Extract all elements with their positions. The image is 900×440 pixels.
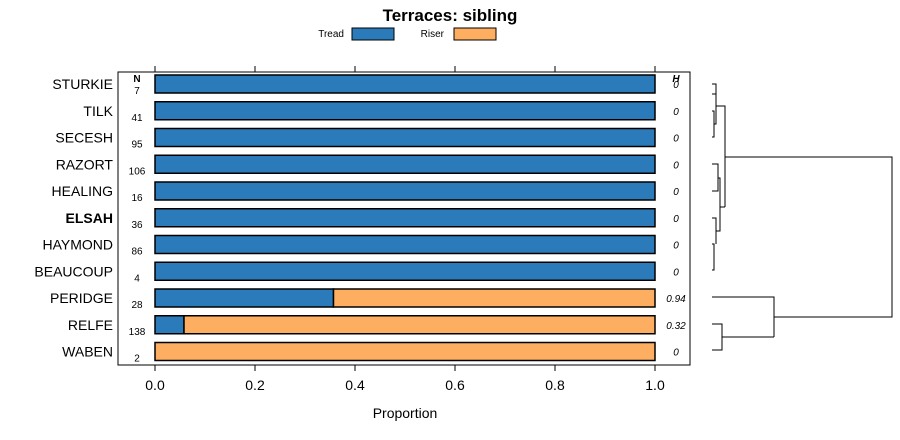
h-value: 0.32	[666, 321, 686, 332]
h-value: 0	[673, 80, 679, 91]
n-column-header: N	[133, 74, 140, 85]
x-tick-label: 1.0	[645, 377, 665, 393]
category-label: STURKIE	[52, 76, 113, 92]
x-tick-label: 0.2	[245, 377, 265, 393]
h-value: 0	[673, 187, 679, 198]
n-value: 95	[131, 140, 143, 151]
dendrogram-branch	[712, 110, 715, 138]
category-label: HAYMOND	[42, 237, 113, 253]
n-value: 86	[131, 247, 143, 258]
bar-segment-tread	[154, 101, 656, 121]
legend-label: Riser	[421, 29, 445, 40]
bar-row: RAZORT 106 0	[56, 154, 679, 177]
category-label: WABEN	[62, 344, 113, 360]
dendrogram-branch	[714, 89, 717, 125]
bar-segment-tread	[154, 234, 656, 255]
dendrogram-branch	[712, 83, 717, 89]
n-value: 7	[134, 86, 140, 97]
top-axis-ticks	[154, 66, 656, 72]
category-label: ELSAH	[66, 210, 113, 226]
x-axis-label: Proportion	[373, 405, 438, 421]
category-label: RELFE	[68, 317, 113, 333]
chart-title: Terraces: sibling	[383, 6, 518, 25]
h-value: 0	[673, 267, 679, 278]
h-value: 0.94	[666, 294, 686, 305]
bar-segment-tread	[154, 154, 656, 174]
bar-segment-tread	[154, 261, 656, 281]
category-label: PERIDGE	[50, 290, 113, 306]
n-value: 41	[131, 113, 143, 124]
dendrogram-branch	[716, 105, 726, 207]
n-value: 28	[131, 300, 143, 311]
n-value: 16	[131, 193, 143, 204]
plot-panel	[117, 71, 691, 366]
h-column-header: H	[672, 74, 680, 85]
x-tick-label: 0.8	[545, 377, 565, 393]
category-label: HEALING	[52, 183, 113, 199]
dendrogram-branch	[725, 156, 893, 318]
dendrogram-branch	[712, 163, 719, 192]
n-value: 4	[134, 273, 140, 284]
legend-swatch	[351, 27, 395, 41]
bar-row: TILK 41 0	[83, 101, 679, 124]
bar-segment-riser	[154, 341, 656, 362]
bar-segment-riser	[183, 315, 656, 335]
dendrogram-branch	[712, 296, 775, 337]
dendrogram-branch	[712, 323, 723, 351]
h-value: 0	[673, 348, 679, 359]
category-label: RAZORT	[56, 156, 114, 172]
dendrogram-branch	[712, 217, 717, 244]
bar-row: HEALING 16 0	[52, 181, 679, 204]
h-value: 0	[673, 160, 679, 171]
bar-segment-tread	[154, 208, 656, 228]
bar-row: PERIDGE 28 0.94	[50, 288, 686, 311]
bar-segment-riser	[332, 288, 656, 308]
category-label: SECESH	[55, 130, 113, 146]
h-value: 0	[673, 214, 679, 225]
bar-segment-tread	[154, 127, 656, 148]
bar-row: WABEN 2 0	[62, 341, 679, 365]
h-value: 0	[673, 134, 679, 145]
x-tick-label: 0.4	[345, 377, 365, 393]
bar-segment-tread	[154, 74, 656, 94]
x-tick-label: 0.6	[445, 377, 465, 393]
h-value: 0	[673, 107, 679, 118]
bar-row: BEAUCOUP 4 0	[34, 261, 679, 284]
legend: Tread Riser	[318, 27, 497, 41]
category-label: BEAUCOUP	[34, 263, 113, 279]
bar-segment-tread	[154, 288, 335, 308]
x-axis: 0.0 0.2 0.4 0.6 0.8 1.0	[145, 365, 665, 393]
dendrogram-branch	[712, 243, 715, 271]
n-value: 36	[131, 220, 143, 231]
dendrogram-branch	[716, 177, 721, 232]
n-value: 138	[129, 327, 146, 338]
h-value: 0	[673, 241, 679, 252]
legend-label: Tread	[318, 29, 344, 40]
bar-row: STURKIE 7 0	[52, 74, 679, 97]
n-value: 106	[129, 166, 146, 177]
bar-row: ELSAH 36 0	[66, 208, 679, 231]
bar-row: SECESH 95 0	[55, 127, 679, 151]
bar-segment-tread	[154, 315, 185, 335]
category-label: TILK	[83, 103, 113, 119]
bar-row: HAYMOND 86 0	[42, 234, 679, 258]
bar-segment-tread	[154, 181, 656, 201]
n-value: 2	[134, 354, 140, 365]
bar-row: RELFE 138 0.32	[68, 315, 686, 338]
dendrogram	[712, 83, 893, 351]
legend-swatch	[453, 27, 497, 41]
x-tick-label: 0.0	[145, 377, 165, 393]
